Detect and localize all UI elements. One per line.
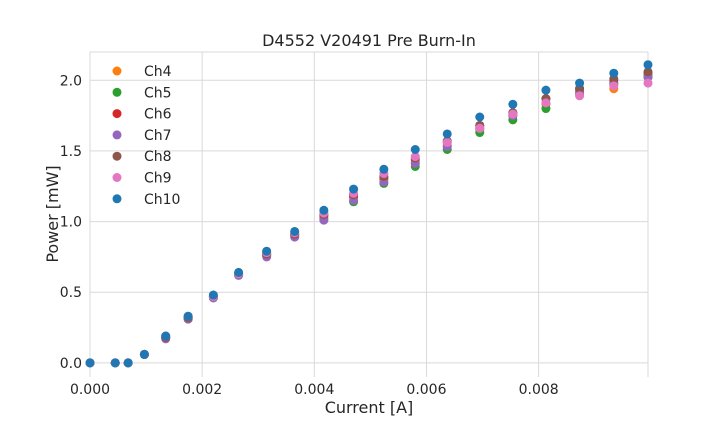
legend-item: Ch4 [112, 64, 172, 80]
chart-title: D4552 V20491 Pre Burn-In [262, 31, 476, 50]
y-axis-label: Power [mW] [43, 165, 62, 262]
data-point [575, 91, 585, 101]
legend-label: Ch4 [144, 64, 172, 80]
legend-label: Ch8 [144, 149, 172, 165]
legend-marker [112, 109, 122, 119]
data-point [643, 67, 653, 77]
data-point [234, 267, 244, 277]
data-point [442, 129, 452, 139]
data-point [475, 123, 485, 133]
data-point [410, 145, 420, 154]
legend-marker [112, 173, 122, 182]
legend-marker [112, 66, 122, 76]
legend-label: Ch6 [144, 107, 172, 123]
legend-item: Ch10 [112, 192, 180, 208]
data-point [161, 331, 171, 341]
data-point [123, 358, 133, 368]
legend-label: Ch5 [144, 85, 172, 101]
x-axis-label: Current [A] [325, 398, 414, 417]
data-point [541, 85, 551, 95]
legend-item: Ch6 [112, 107, 172, 123]
x-tick-label: 0.008 [519, 382, 559, 398]
y-tick-label: 0.0 [60, 356, 82, 372]
y-tick-label: 2.0 [60, 73, 82, 89]
legend-marker [112, 87, 122, 97]
legend-item: Ch9 [112, 171, 172, 187]
legend-label: Ch10 [144, 192, 180, 208]
y-tick-labels: 0.0 0.5 1.0 1.5 2.0 [60, 73, 82, 372]
y-tick-label: 0.5 [60, 285, 82, 301]
x-tick-label: 0.006 [406, 382, 446, 398]
data-point [379, 164, 389, 174]
legend-marker [112, 194, 122, 204]
data-point [349, 184, 359, 194]
data-point [541, 98, 551, 108]
legend-label: Ch9 [144, 171, 172, 187]
x-tick-label: 0.000 [70, 382, 110, 398]
legend-label: Ch7 [144, 128, 172, 144]
data-point [139, 349, 149, 359]
legend-item: Ch5 [112, 85, 172, 101]
data-point [290, 226, 300, 236]
series-ch10 [85, 60, 653, 368]
legend-item: Ch7 [112, 128, 172, 144]
data-point [262, 246, 272, 256]
data-point [410, 152, 420, 162]
y-tick-label: 1.0 [60, 215, 82, 231]
x-tick-label: 0.002 [182, 382, 222, 398]
legend: Ch4 Ch5 Ch6 Ch7 Ch8 Ch9 Ch10 [112, 64, 180, 208]
data-point [475, 112, 485, 122]
data-point [319, 205, 329, 215]
data-point [442, 137, 452, 147]
data-point [508, 109, 518, 119]
data-point [208, 290, 218, 300]
data-point [643, 60, 653, 70]
x-tick-label: 0.004 [294, 382, 334, 398]
data-points [85, 60, 653, 368]
plot-background [90, 52, 648, 377]
data-point [183, 311, 193, 321]
grid-lines [89, 51, 649, 377]
data-point [110, 358, 120, 368]
legend-item: Ch8 [112, 149, 172, 165]
data-point [643, 78, 653, 88]
data-point [609, 81, 619, 91]
legend-marker [112, 151, 122, 161]
legend-marker [112, 130, 122, 140]
data-point [85, 358, 95, 368]
x-tick-labels: 0.000 0.002 0.004 0.006 0.008 [70, 382, 559, 398]
data-point [575, 78, 585, 88]
data-point [609, 68, 619, 78]
y-tick-label: 1.5 [60, 144, 82, 160]
data-point [508, 99, 518, 109]
